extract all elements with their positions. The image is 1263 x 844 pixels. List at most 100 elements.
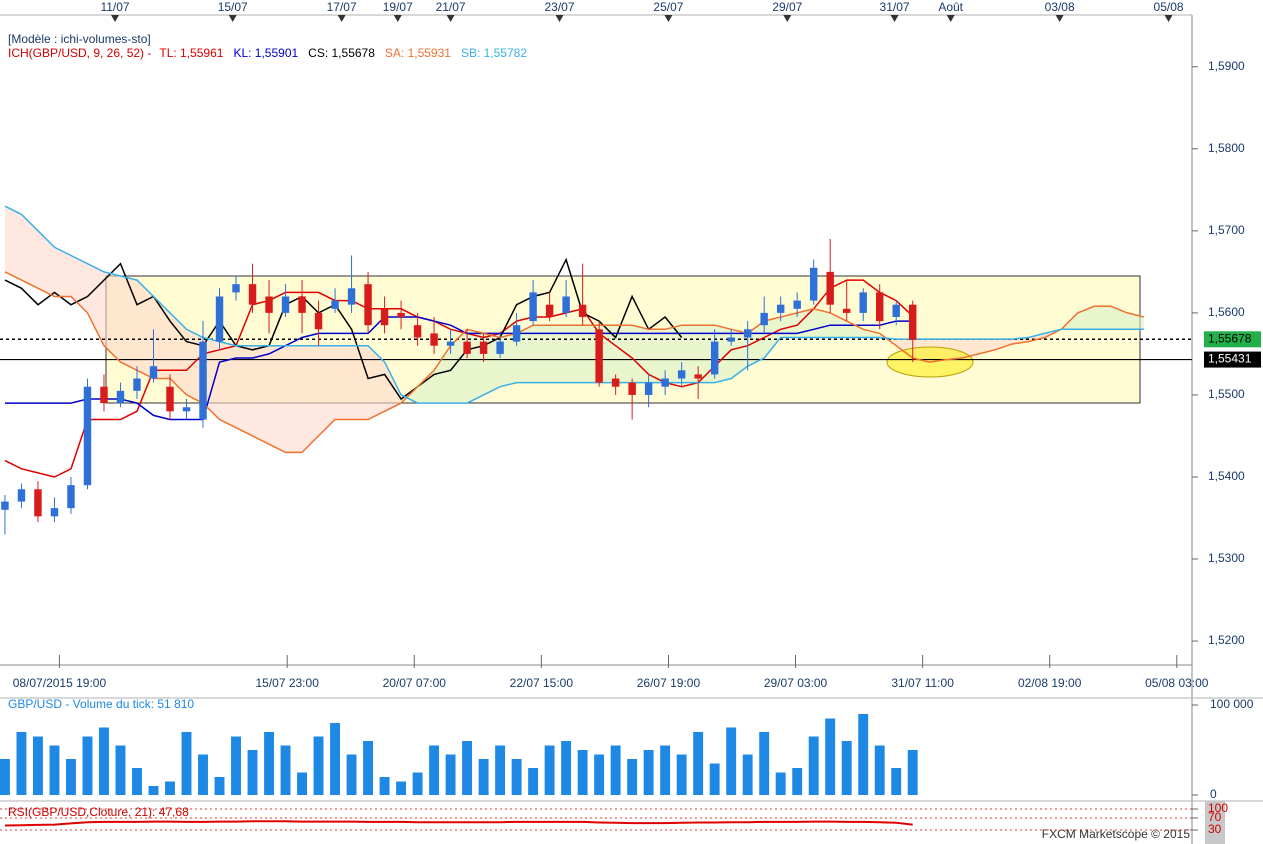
volume-bar xyxy=(379,777,390,795)
candle-body xyxy=(743,329,752,338)
x-tick-label: 26/07 19:00 xyxy=(637,676,701,690)
volume-bar xyxy=(115,745,126,795)
volume-bar xyxy=(841,741,852,795)
volume-bar xyxy=(363,741,374,795)
cloud-segment xyxy=(136,280,154,379)
cloud-segment xyxy=(170,312,187,395)
x-tick-label: 15/07 23:00 xyxy=(255,676,319,690)
y-tick-label: 70 xyxy=(1208,810,1222,824)
volume-bar xyxy=(313,736,324,795)
x-tick-marker xyxy=(890,15,899,22)
candle-body xyxy=(644,382,653,395)
candle-body xyxy=(463,341,471,354)
candle-body xyxy=(611,378,620,387)
candle-body xyxy=(50,508,59,517)
candle-body xyxy=(595,329,603,383)
cloud-segment xyxy=(962,339,979,359)
candle-body xyxy=(430,333,438,346)
volume-bar xyxy=(49,745,60,795)
price-label: 1,55678 xyxy=(1208,331,1252,345)
x-tick-label: 21/07 xyxy=(436,0,466,14)
cloud-segment xyxy=(1094,306,1111,330)
y-tick-label: 0 xyxy=(1210,787,1217,801)
candle-body xyxy=(875,292,884,322)
y-tick-label: 30 xyxy=(1208,822,1222,836)
y-tick-label: 1,5900 xyxy=(1208,59,1245,73)
candle-body xyxy=(694,374,702,379)
candle-body xyxy=(314,312,323,330)
cloud xyxy=(4,206,1144,453)
volume-bar xyxy=(511,759,522,795)
volume-bar xyxy=(165,781,175,795)
cloud-segment xyxy=(203,337,220,420)
cloud-segment xyxy=(302,345,319,453)
x-tick-label: 20/07 07:00 xyxy=(383,676,447,690)
cloud-segment xyxy=(318,345,336,436)
volume-bar xyxy=(495,745,506,795)
x-tick-label: Août xyxy=(938,0,963,14)
volume-bar xyxy=(577,750,588,795)
cloud-segment xyxy=(467,329,484,404)
candle-body xyxy=(199,341,207,420)
candle-body xyxy=(100,386,108,404)
x-tick-label: 05/08 xyxy=(1154,0,1184,14)
volume-bar xyxy=(214,777,225,795)
cloud-segment xyxy=(4,206,22,281)
cloud-segment xyxy=(252,345,270,445)
legend-entry: KL: 1,55901 xyxy=(233,46,298,60)
x-tick-label: 15/07 xyxy=(218,0,248,14)
candle-body xyxy=(479,341,488,354)
volume-bar xyxy=(33,736,43,795)
rsi-line xyxy=(4,820,913,827)
x-tick-marker xyxy=(1164,15,1173,22)
volume-bar xyxy=(82,736,93,795)
candle-body xyxy=(496,341,504,354)
cloud-segment xyxy=(21,214,38,289)
x-tick-label: 25/07 xyxy=(653,0,683,14)
cloud-segment xyxy=(863,329,880,338)
model-label: [Modèle : ichi-volumes-sto] xyxy=(8,32,151,46)
candle-body xyxy=(677,370,686,379)
volume-bar xyxy=(792,768,803,795)
volume-bar xyxy=(660,745,671,795)
cloud-segment xyxy=(764,316,781,359)
price-label-box xyxy=(1204,331,1261,348)
legend-entry: CS: 1,55678 xyxy=(308,46,375,60)
volume-bar xyxy=(16,732,27,795)
cloud-segment xyxy=(533,325,550,383)
cloud-segment xyxy=(54,247,71,297)
cloud-segment xyxy=(813,308,831,338)
candle-body xyxy=(149,366,158,379)
x-tick-label: 31/07 11:00 xyxy=(891,676,954,690)
price-label: 1,55431 xyxy=(1208,352,1252,366)
legend-entry: SA: 1,55931 xyxy=(385,46,451,60)
volume-bar xyxy=(148,786,159,795)
x-tick-label: 11/07 xyxy=(100,0,129,14)
cloud-segment xyxy=(186,329,204,404)
x-tick-marker xyxy=(111,15,120,22)
footer: FXCM Marketscope © 2015 xyxy=(1042,827,1191,841)
volume-bar xyxy=(181,732,192,795)
cloud-segment xyxy=(368,345,385,420)
candle-body xyxy=(710,341,719,375)
x-tick-label: 22/07 15:00 xyxy=(510,676,574,690)
volume-bar xyxy=(528,768,539,795)
cloud-segment xyxy=(335,345,352,420)
candle-body xyxy=(331,300,339,309)
volume-bar xyxy=(330,723,340,795)
rsi-scale-bg xyxy=(1205,801,1225,844)
volume-bar xyxy=(693,732,704,795)
cloud-segment xyxy=(351,345,369,420)
x-tick-label: 29/07 03:00 xyxy=(764,676,828,690)
volume-bar xyxy=(198,754,208,795)
candle-body xyxy=(512,325,521,342)
cloud-segment xyxy=(995,339,1012,350)
x-tick-label: 29/07 xyxy=(772,0,802,14)
volume-bar xyxy=(445,754,456,795)
x-tick-marker xyxy=(946,15,955,22)
y-tick-label: 1,5800 xyxy=(1208,141,1245,155)
volume-bar xyxy=(891,768,902,795)
volume-bar xyxy=(247,750,258,795)
cloud-segment xyxy=(269,345,286,453)
